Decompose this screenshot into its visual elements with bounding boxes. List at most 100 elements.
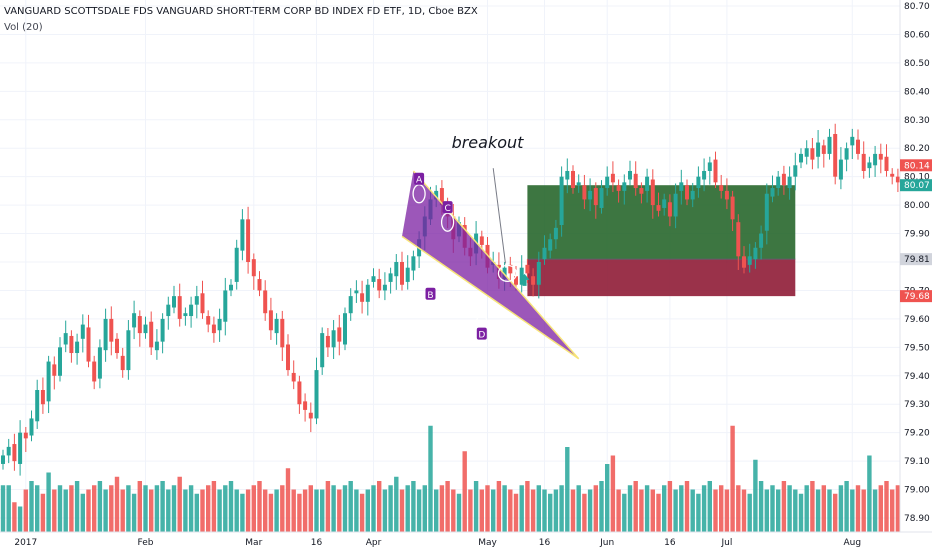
volume-bar (382, 489, 388, 532)
price-tick-label: 80.10 (904, 173, 930, 183)
candle-body (18, 432, 23, 464)
time-tick-label: Aug (844, 538, 862, 548)
candle-body (679, 182, 684, 191)
volume-bar (354, 489, 359, 532)
candle-body (667, 202, 672, 217)
volume-bar (103, 489, 108, 532)
candle-body (405, 267, 410, 282)
volume-bar (405, 485, 410, 532)
pivot-label-c: C (444, 204, 450, 214)
volume-bar (200, 489, 205, 532)
volume-bar (257, 481, 262, 532)
candle-body (211, 324, 216, 334)
volume-bar (126, 485, 131, 532)
time-tick-label: Mar (245, 538, 262, 548)
candle-body (268, 310, 273, 331)
volume-bar (388, 485, 393, 532)
candle-body (559, 176, 564, 226)
price-tick-label: 79.00 (904, 486, 930, 496)
candle-body (622, 182, 627, 191)
volume-bar (496, 481, 502, 532)
volume-bar (183, 489, 188, 532)
volume-bar (844, 481, 849, 532)
candle-body (856, 139, 860, 154)
time-axis[interactable]: 2017 Feb Mar 16 Apr May 16 Jun 16 Jul Aug (14, 538, 861, 548)
volume-bar (736, 485, 741, 532)
time-tick-label: 16 (664, 538, 676, 548)
volume-bar (622, 493, 627, 532)
volume-bar (308, 485, 313, 532)
volume-bar (679, 485, 684, 532)
candle-body (154, 341, 159, 351)
volume-bar (815, 489, 821, 532)
volume-bar (359, 493, 365, 532)
volume-bar (656, 493, 661, 532)
volume-bar (274, 489, 279, 532)
candle-body (645, 176, 650, 191)
candle-body (297, 381, 302, 405)
volume-bar (468, 489, 473, 532)
volume-bar (228, 481, 234, 532)
candle-body (702, 170, 707, 180)
volume-bar (821, 485, 826, 532)
candle-body (514, 276, 518, 285)
wedge-fill (402, 170, 579, 359)
candle-body (861, 153, 866, 171)
candle-body (206, 316, 211, 325)
volume-bar (502, 485, 507, 532)
volume-bar (593, 485, 598, 532)
volume-bar (650, 489, 655, 532)
volume-bar (143, 485, 148, 532)
candle-body (895, 176, 900, 183)
volume-bar (536, 485, 541, 532)
candle-body (548, 239, 553, 251)
upper-trendline (412, 170, 580, 360)
volume-indicator-label[interactable]: Vol (20) (4, 22, 43, 33)
candle-body (229, 284, 233, 291)
volume-bar (97, 481, 103, 532)
price-tick-label: 79.60 (904, 315, 930, 325)
candle-body (325, 335, 330, 348)
volume-bar (245, 489, 251, 532)
volume-bar (872, 489, 878, 532)
entry-arrow-icon (519, 273, 530, 286)
volume-bar (17, 506, 23, 532)
candle-body (656, 205, 661, 211)
volume-bar (804, 485, 809, 532)
candle-body (628, 170, 632, 180)
candle-body (172, 296, 176, 308)
candle-body (770, 188, 775, 197)
candle-body (160, 318, 165, 342)
volume-bar (194, 493, 199, 532)
candle-body (553, 227, 558, 240)
candle-body (251, 259, 256, 277)
volume-bar (35, 485, 40, 532)
volume-bar (878, 485, 883, 532)
candle-body (804, 148, 809, 157)
volume-bar (263, 489, 268, 532)
long-position-tool[interactable] (527, 185, 796, 297)
pivot-label-b: B (427, 291, 433, 301)
pivot-label-box (442, 201, 453, 214)
candle-body (850, 136, 855, 146)
candle-body (724, 190, 729, 200)
candle-body (508, 264, 513, 274)
candle-body (565, 170, 570, 180)
volume-bar (240, 493, 245, 532)
candle-body (183, 313, 188, 317)
volume-bar (690, 489, 695, 532)
volume-bar (758, 481, 764, 532)
volume-bar (827, 489, 832, 532)
candle-body (132, 313, 137, 328)
volume-bar (587, 489, 593, 532)
volume-bar (895, 485, 901, 532)
volume-bar (314, 489, 319, 532)
candle-body (787, 176, 792, 189)
candle-body (274, 318, 279, 334)
volume-bar (662, 485, 667, 532)
volume-bar (74, 481, 80, 532)
price-tick-label: 80.20 (904, 144, 930, 154)
candle-body (673, 193, 678, 217)
